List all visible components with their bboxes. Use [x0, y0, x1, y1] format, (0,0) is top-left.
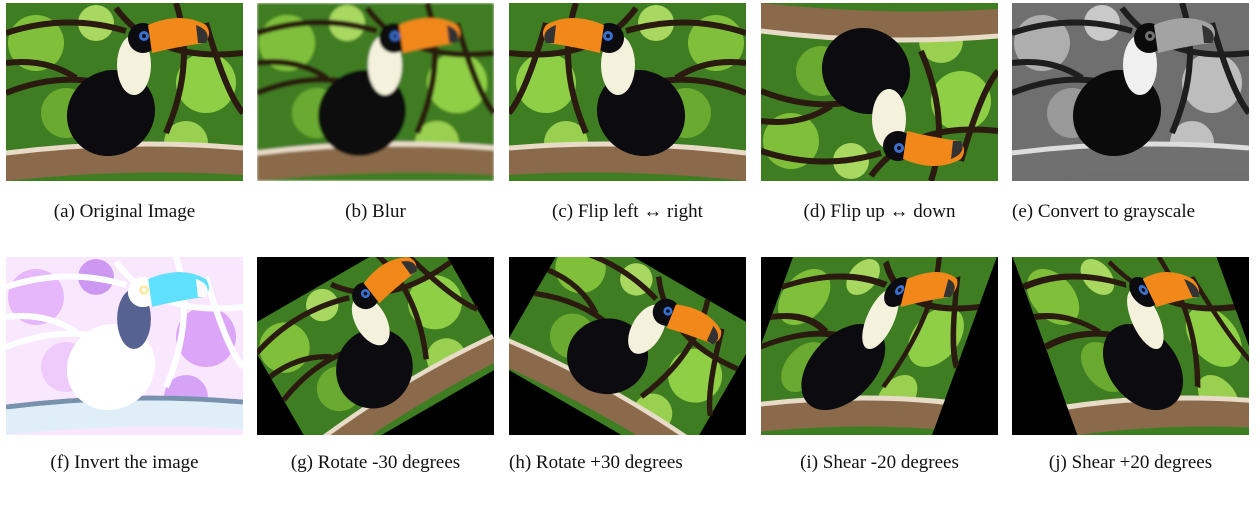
panel [509, 3, 746, 181]
caption: (a) Original Image [53, 201, 196, 222]
panel [1012, 257, 1249, 435]
panel [761, 257, 998, 435]
toucan-photo [6, 257, 243, 435]
panel [761, 3, 998, 181]
caption: (h) Rotate +30 degrees [509, 452, 683, 473]
caption: (g) Rotate -30 degrees [290, 452, 461, 473]
caption: (e) Convert to grayscale [1012, 201, 1196, 222]
caption: (d) Flip up ↔ down [803, 201, 956, 222]
caption: (f) Invert the image [50, 452, 199, 473]
caption: (j) Shear +20 degrees [1048, 452, 1213, 473]
toucan-photo [1012, 3, 1249, 181]
image [6, 257, 243, 435]
panel [6, 3, 243, 181]
toucan-photo [761, 3, 998, 181]
panel [6, 257, 243, 435]
caption: (c) Flip left ↔ right [552, 201, 703, 222]
image [761, 3, 998, 181]
image [257, 257, 494, 435]
image [761, 257, 998, 435]
toucan-photo [509, 3, 746, 181]
image [509, 257, 746, 435]
image [509, 3, 746, 181]
toucan-photo [6, 3, 243, 181]
panel [1012, 3, 1249, 181]
panel [257, 257, 494, 435]
caption: (i) Shear -20 degrees [800, 452, 959, 473]
image [1012, 3, 1249, 181]
panel [257, 3, 494, 181]
caption: (b) Blur [345, 201, 406, 222]
image [1012, 257, 1249, 435]
image [6, 3, 243, 181]
panel [509, 257, 746, 435]
image [257, 3, 494, 181]
toucan-photo [257, 3, 494, 181]
